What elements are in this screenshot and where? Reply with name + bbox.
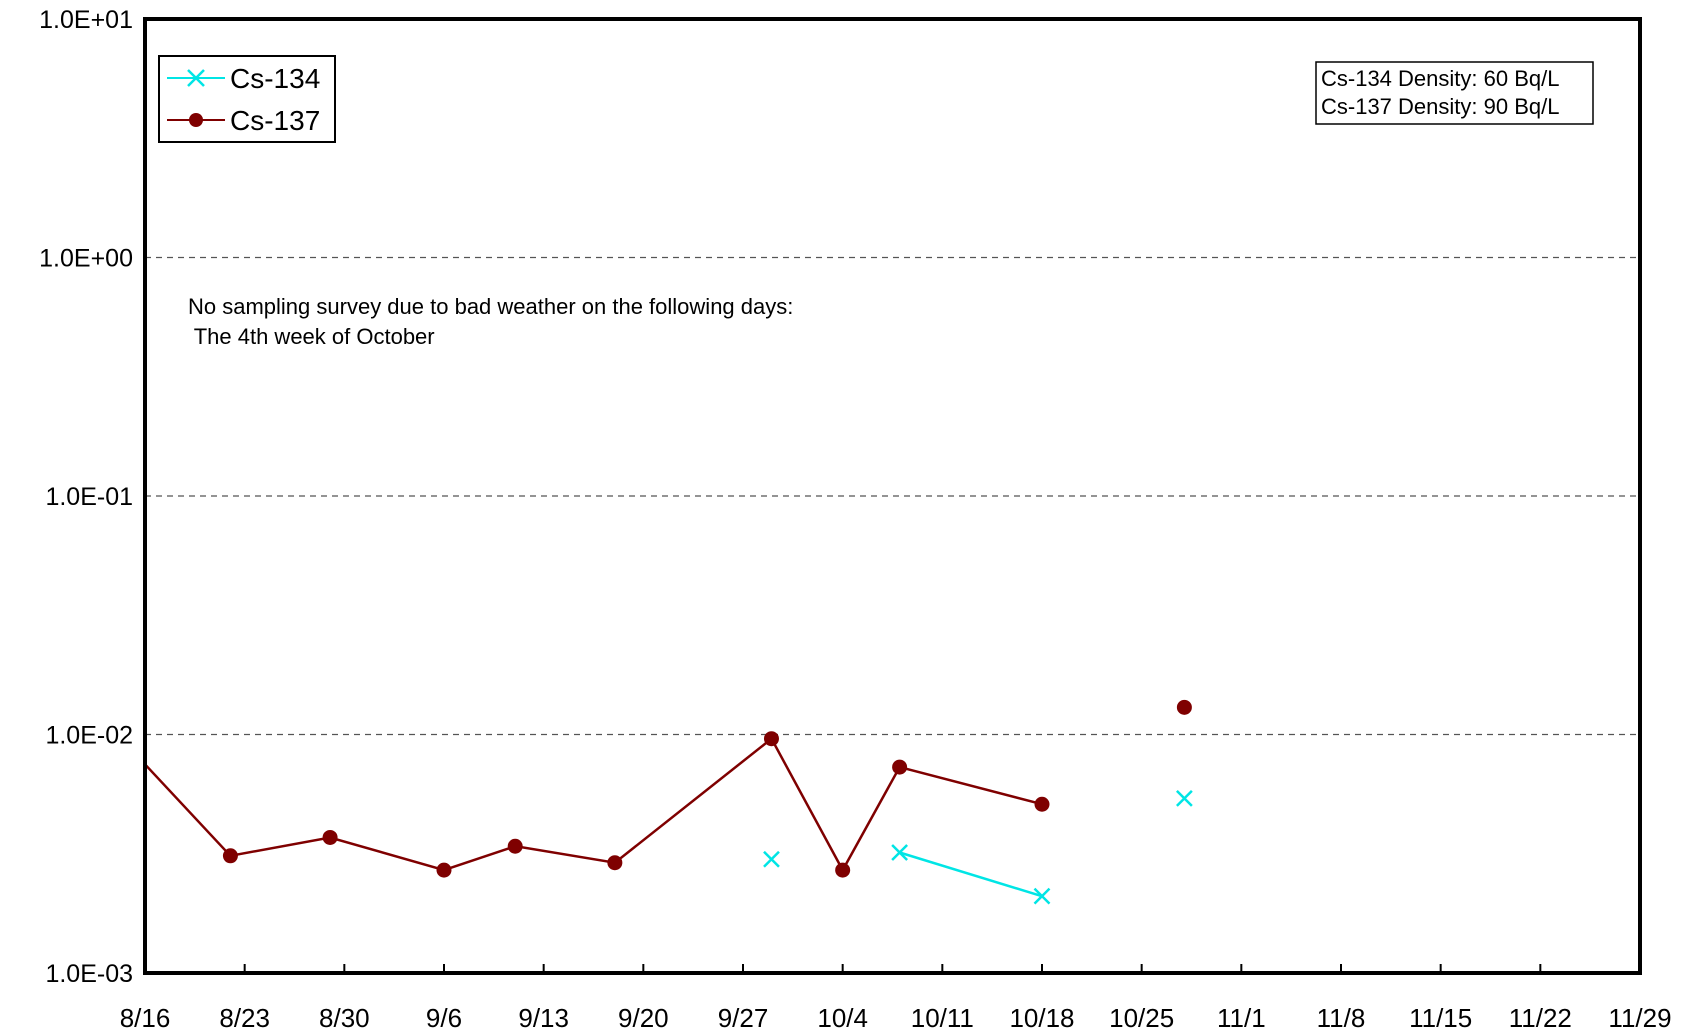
sampling-note-line-1: No sampling survey due to bad weather on… (188, 294, 793, 319)
sampling-note: No sampling survey due to bad weather on… (188, 294, 793, 349)
x-tick-label: 11/22 (1509, 1003, 1572, 1030)
series-cs134-point (1175, 789, 1193, 807)
y-axis-tick-labels: 1.0E+01 1.0E+00 1.0E-01 1.0E-02 1.0E-03 (39, 6, 133, 988)
density-cs137: Cs-137 Density: 90 Bq/L (1321, 94, 1559, 119)
x-tick-label: 10/18 (1009, 1003, 1074, 1030)
series-cs137-line (144, 736, 1043, 873)
series-cs134-point (1033, 887, 1051, 905)
y-tick-label: 1.0E+01 (39, 6, 133, 34)
x-tick-label: 8/30 (319, 1003, 370, 1030)
x-tick-label: 9/27 (718, 1003, 769, 1030)
series-cs134 (763, 789, 1193, 905)
series-cs137-point (222, 848, 238, 864)
density-box: Cs-134 Density: 60 Bq/L Cs-137 Density: … (1315, 61, 1594, 125)
density-cs134: Cs-134 Density: 60 Bq/L (1321, 66, 1559, 91)
y-tick-label: 1.0E-02 (45, 722, 133, 750)
legend-box (158, 55, 336, 143)
x-tick-label: 11/8 (1317, 1003, 1366, 1030)
series-cs137-point (322, 829, 338, 845)
x-tick-label: 10/25 (1109, 1003, 1174, 1030)
series-cs137-point (607, 855, 623, 871)
series-cs137-point (507, 838, 523, 854)
x-tick-label: 8/23 (219, 1003, 270, 1030)
series-cs137 (144, 699, 1192, 878)
plot-area-border (143, 17, 1642, 975)
density-box-border (1315, 61, 1594, 125)
legend-cs134-label: Cs-134 (230, 63, 320, 94)
series-cs137-point (763, 731, 779, 747)
x-axis-ticks: 8/16 8/23 8/30 9/6 9/13 9/20 9/27 10/4 10/11 10/1… (120, 964, 1672, 1030)
sampling-note-line-2: The 4th week of October (188, 324, 435, 349)
series-cs137-point (835, 862, 851, 878)
legend-cs134-x-marker (187, 69, 205, 87)
x-tick-label: 11/29 (1608, 1003, 1671, 1030)
legend-item-cs134: Cs-134 (167, 63, 320, 94)
legend: Cs-134 Cs-137 (158, 55, 336, 143)
x-tick-label: 9/6 (426, 1003, 462, 1030)
series-cs137-point (892, 759, 908, 775)
y-tick-label: 1.0E+00 (39, 245, 133, 273)
x-tick-label: 11/1 (1217, 1003, 1266, 1030)
y-tick-label: 1.0E-03 (45, 960, 133, 988)
y-tick-label: 1.0E-01 (45, 483, 133, 511)
legend-cs137-circle-marker (189, 113, 203, 127)
data-series (144, 699, 1193, 905)
series-cs137-point (1034, 796, 1050, 812)
x-tick-label: 9/20 (618, 1003, 669, 1030)
series-cs134-line (899, 851, 1043, 898)
legend-cs137-label: Cs-137 (230, 105, 320, 136)
x-tick-label: 10/4 (817, 1003, 868, 1030)
series-cs134-point (891, 844, 909, 861)
y-gridlines (145, 256, 1640, 736)
x-tick-label: 9/13 (518, 1003, 569, 1030)
series-cs137-point (1176, 699, 1192, 715)
series-cs134-point (763, 850, 780, 868)
x-tick-label: 8/16 (120, 1003, 171, 1030)
legend-item-cs137: Cs-137 (167, 105, 320, 136)
x-tick-label: 11/15 (1409, 1003, 1472, 1030)
x-tick-label: 10/11 (911, 1003, 974, 1030)
series-cs137-point (436, 862, 452, 878)
